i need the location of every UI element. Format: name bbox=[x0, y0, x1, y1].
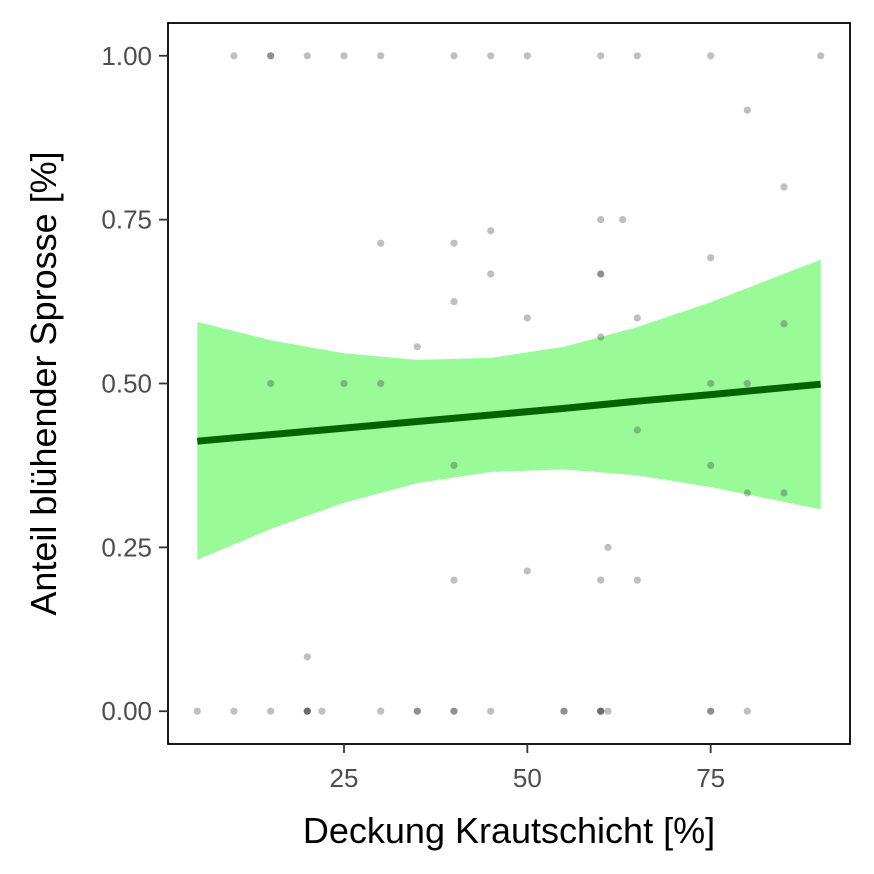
data-point bbox=[560, 707, 568, 715]
data-point bbox=[817, 52, 825, 60]
data-point bbox=[743, 707, 751, 715]
data-point bbox=[303, 707, 311, 715]
data-point bbox=[523, 567, 531, 575]
data-point bbox=[377, 379, 385, 388]
data-point bbox=[318, 707, 326, 715]
data-point bbox=[597, 707, 605, 715]
data-point bbox=[267, 52, 275, 60]
data-point bbox=[597, 270, 605, 278]
data-point bbox=[303, 653, 311, 661]
data-point bbox=[633, 426, 641, 434]
data-point bbox=[604, 707, 612, 715]
data-point bbox=[487, 270, 495, 278]
data-point bbox=[560, 707, 568, 715]
x-tick-label: 25 bbox=[330, 763, 359, 793]
data-point bbox=[633, 52, 641, 60]
data-point bbox=[450, 461, 458, 469]
data-point bbox=[707, 461, 715, 469]
data-point bbox=[413, 707, 421, 715]
confidence-band bbox=[197, 259, 821, 560]
data-point bbox=[340, 52, 348, 60]
fit-line bbox=[196, 380, 822, 445]
data-point bbox=[707, 52, 715, 60]
data-point bbox=[487, 227, 495, 235]
data-point bbox=[633, 314, 641, 322]
data-point bbox=[450, 707, 458, 715]
data-point bbox=[619, 216, 627, 224]
data-point bbox=[633, 576, 641, 584]
data-point bbox=[303, 52, 311, 60]
y-tick-label: 0.25 bbox=[101, 532, 152, 562]
data-point bbox=[604, 543, 612, 552]
data-point bbox=[780, 183, 788, 191]
y-tick-label: 1.00 bbox=[101, 41, 152, 71]
data-point bbox=[707, 254, 715, 262]
data-point bbox=[597, 333, 605, 341]
data-point bbox=[267, 707, 275, 715]
data-point bbox=[450, 239, 458, 247]
data-point bbox=[597, 707, 605, 715]
data-point bbox=[523, 314, 531, 322]
data-point bbox=[707, 707, 715, 715]
data-point bbox=[743, 106, 751, 114]
plot-area bbox=[193, 52, 825, 715]
axes: 25 50 75 0.00 0.25 0.50 0.75 1.00 bbox=[101, 41, 725, 793]
y-tick-label: 0.50 bbox=[101, 369, 152, 399]
data-point bbox=[597, 707, 605, 715]
data-point bbox=[267, 379, 275, 388]
data-point bbox=[450, 52, 458, 60]
data-point bbox=[743, 489, 751, 497]
data-point bbox=[743, 379, 751, 388]
data-point bbox=[597, 576, 605, 584]
data-point bbox=[597, 270, 605, 278]
data-point bbox=[523, 52, 531, 60]
data-point bbox=[487, 52, 495, 60]
data-point bbox=[487, 707, 495, 715]
data-point bbox=[450, 576, 458, 584]
data-point bbox=[267, 52, 275, 60]
data-point bbox=[230, 707, 238, 715]
data-point bbox=[303, 707, 311, 715]
x-axis-title: Deckung Krautschicht [%] bbox=[303, 810, 715, 851]
data-point bbox=[450, 298, 458, 306]
data-point bbox=[450, 707, 458, 715]
y-tick-label: 0.00 bbox=[101, 696, 152, 726]
data-point bbox=[193, 707, 201, 715]
data-point bbox=[597, 216, 605, 224]
x-tick-label: 75 bbox=[696, 763, 725, 793]
data-point bbox=[707, 379, 715, 388]
data-point bbox=[413, 707, 421, 715]
data-point bbox=[413, 343, 421, 351]
data-point bbox=[377, 707, 385, 715]
data-point bbox=[340, 379, 348, 388]
data-point bbox=[377, 239, 385, 247]
data-point bbox=[780, 320, 788, 328]
y-axis-title: Anteil blühender Sprosse [%] bbox=[23, 151, 64, 615]
data-point bbox=[707, 707, 715, 715]
data-point bbox=[303, 707, 311, 715]
data-point bbox=[230, 52, 238, 60]
x-tick-label: 50 bbox=[513, 763, 542, 793]
data-point bbox=[597, 52, 605, 60]
data-point bbox=[377, 52, 385, 60]
data-point bbox=[780, 489, 788, 497]
y-tick-label: 0.75 bbox=[101, 205, 152, 235]
